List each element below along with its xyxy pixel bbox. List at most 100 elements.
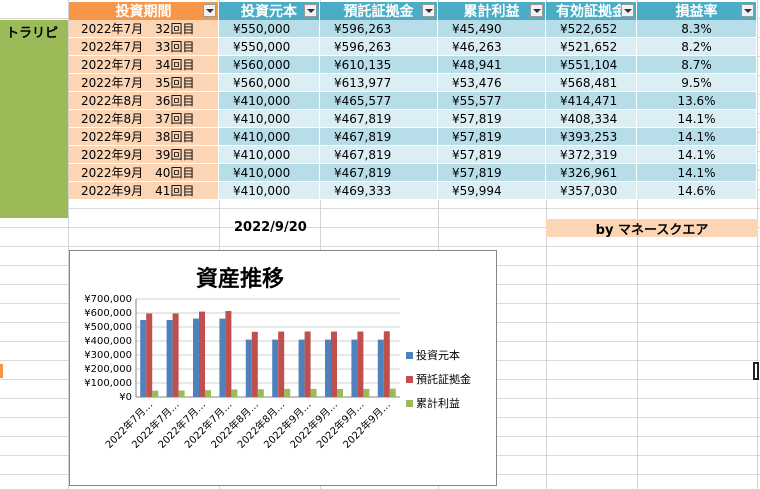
cell-effective[interactable]: ¥522,652	[546, 20, 637, 38]
cell-rate[interactable]: 14.1%	[637, 164, 757, 182]
cell-effective[interactable]: ¥372,319	[546, 146, 637, 164]
cell-deposit[interactable]: ¥469,333	[320, 182, 438, 200]
legend-swatch	[406, 376, 413, 383]
credit-cell[interactable]: by マネースクエア	[546, 219, 758, 238]
bar-3	[363, 388, 370, 397]
legend-label: 預託証拠金	[416, 372, 471, 386]
cell-period[interactable]: 2022年9月 38回目	[69, 128, 219, 146]
bar-2	[225, 311, 232, 397]
column-divider	[320, 0, 321, 489]
cell-profit[interactable]: ¥55,577	[438, 92, 546, 110]
cell-deposit[interactable]: ¥596,263	[320, 20, 438, 38]
cell-period[interactable]: 2022年7月 35回目	[69, 74, 219, 92]
cell-effective[interactable]: ¥408,334	[546, 110, 637, 128]
table-row: 2022年9月 40回目 ¥410,000 ¥467,819 ¥57,819 ¥326,…	[69, 164, 757, 182]
cell-deposit[interactable]: ¥467,819	[320, 110, 438, 128]
cell-rate[interactable]: 8.3%	[637, 20, 757, 38]
bar-2	[383, 331, 390, 397]
cell-rate[interactable]: 14.1%	[637, 146, 757, 164]
cell-effective[interactable]: ¥357,030	[546, 182, 637, 200]
cell-deposit[interactable]: ¥610,135	[320, 56, 438, 74]
column-header-label: 預託証拠金	[343, 4, 414, 20]
bar-2	[251, 331, 258, 397]
column-divider	[637, 0, 638, 489]
y-tick-label: ¥100,000	[84, 378, 132, 389]
column-divider	[219, 0, 220, 489]
chart-title: 資産推移	[195, 267, 284, 292]
cell-rate[interactable]: 14.1%	[637, 110, 757, 128]
cell-rate[interactable]: 14.1%	[637, 128, 757, 146]
cell-effective[interactable]: ¥521,652	[546, 38, 637, 56]
cell-effective[interactable]: ¥414,471	[546, 92, 637, 110]
cell-profit[interactable]: ¥59,994	[438, 182, 546, 200]
bar-1	[193, 318, 199, 397]
x-tick-label: 2022年7月…	[102, 398, 155, 451]
group-label-cell[interactable]: トラリピ	[0, 20, 68, 218]
bar-2	[331, 331, 337, 397]
filter-dropdown-icon[interactable]	[530, 4, 543, 17]
column-header-rate[interactable]: 損益率	[637, 2, 757, 20]
cell-principal[interactable]: ¥410,000	[219, 146, 320, 164]
cell-rate[interactable]: 8.7%	[637, 56, 757, 74]
table-row: 2022年7月 33回目 ¥550,000 ¥596,263 ¥46,263 ¥521,…	[69, 38, 757, 56]
filter-dropdown-icon[interactable]	[203, 4, 216, 17]
date-cell[interactable]: 2022/9/20	[234, 220, 307, 235]
cell-effective[interactable]: ¥551,104	[546, 56, 637, 74]
cell-rate[interactable]: 14.6%	[637, 182, 757, 200]
column-header-deposit[interactable]: 預託証拠金	[320, 2, 438, 20]
cell-deposit[interactable]: ¥465,577	[320, 92, 438, 110]
cell-rate[interactable]: 8.2%	[637, 38, 757, 56]
cell-profit[interactable]: ¥57,819	[438, 146, 546, 164]
cell-profit[interactable]: ¥57,819	[438, 110, 546, 128]
y-tick-label: ¥500,000	[84, 322, 132, 333]
filter-dropdown-icon[interactable]	[621, 4, 634, 17]
cell-effective[interactable]: ¥393,253	[546, 128, 637, 146]
column-header-principal[interactable]: 投資元本	[219, 2, 320, 20]
y-tick-label: ¥700,000	[84, 294, 132, 305]
cell-deposit[interactable]: ¥613,977	[320, 74, 438, 92]
column-header-profit[interactable]: 累計利益	[438, 2, 546, 20]
column-header-period[interactable]: 投資期間	[69, 2, 219, 20]
cell-principal[interactable]: ¥550,000	[219, 38, 320, 56]
cell-effective[interactable]: ¥326,961	[546, 164, 637, 182]
bar-1	[272, 339, 279, 397]
cell-principal[interactable]: ¥410,000	[219, 92, 320, 110]
cell-principal[interactable]: ¥560,000	[219, 74, 320, 92]
filter-dropdown-icon[interactable]	[422, 4, 435, 17]
cell-profit[interactable]: ¥53,476	[438, 74, 546, 92]
selection-handle[interactable]	[753, 362, 759, 380]
filter-dropdown-icon[interactable]	[741, 4, 754, 17]
cell-deposit[interactable]: ¥467,819	[320, 146, 438, 164]
cell-profit[interactable]: ¥46,263	[438, 38, 546, 56]
bar-3	[257, 389, 264, 397]
cell-principal[interactable]: ¥410,000	[219, 182, 320, 200]
cell-period[interactable]: 2022年9月 40回目	[69, 164, 219, 182]
chart-canvas: ¥0 ¥100,000 ¥200,000 ¥300,000 ¥400,000 ¥500,0…	[84, 294, 471, 451]
group-label: トラリピ	[6, 26, 59, 41]
cell-deposit[interactable]: ¥467,819	[320, 164, 438, 182]
cell-period[interactable]: 2022年9月 39回目	[69, 146, 219, 164]
cell-profit[interactable]: ¥45,490	[438, 20, 546, 38]
cell-profit[interactable]: ¥57,819	[438, 164, 546, 182]
cell-principal[interactable]: ¥560,000	[219, 56, 320, 74]
cell-profit[interactable]: ¥48,941	[438, 56, 546, 74]
cell-period[interactable]: 2022年9月 41回目	[69, 182, 219, 200]
cell-rate[interactable]: 13.6%	[637, 92, 757, 110]
cell-period[interactable]: 2022年8月 37回目	[69, 110, 219, 128]
cell-period[interactable]: 2022年8月 36回目	[69, 92, 219, 110]
column-header-effective[interactable]: 有効証拠金	[546, 2, 637, 20]
asset-chart[interactable]: 資産推移 ¥0 ¥100,000 ¥200,000 ¥300,000 ¥400,000 ¥…	[69, 250, 497, 486]
cell-rate[interactable]: 9.5%	[637, 74, 757, 92]
cell-effective[interactable]: ¥568,481	[546, 74, 637, 92]
cell-period[interactable]: 2022年7月 33回目	[69, 38, 219, 56]
cell-principal[interactable]: ¥410,000	[219, 110, 320, 128]
cell-period[interactable]: 2022年7月 34回目	[69, 56, 219, 74]
cell-principal[interactable]: ¥410,000	[219, 164, 320, 182]
filter-dropdown-icon[interactable]	[304, 4, 317, 17]
cell-principal[interactable]: ¥410,000	[219, 128, 320, 146]
cell-period[interactable]: 2022年7月 32回目	[69, 20, 219, 38]
cell-profit[interactable]: ¥57,819	[438, 128, 546, 146]
cell-deposit[interactable]: ¥596,263	[320, 38, 438, 56]
cell-principal[interactable]: ¥550,000	[219, 20, 320, 38]
cell-deposit[interactable]: ¥467,819	[320, 128, 438, 146]
